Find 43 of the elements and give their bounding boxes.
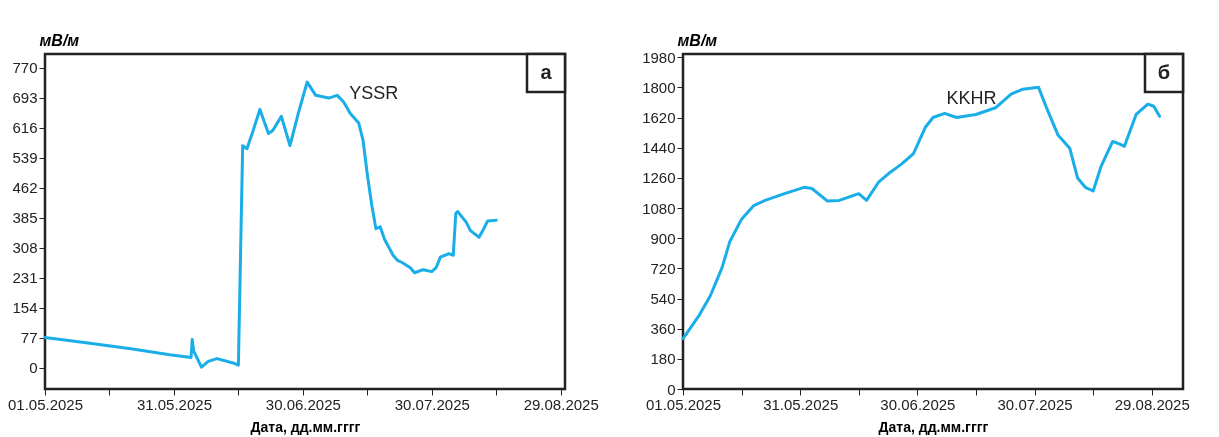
x-tick-label: 31.05.2025 bbox=[763, 395, 839, 413]
y-axis-title: мВ/м bbox=[39, 31, 80, 49]
y-tick-label: 462 bbox=[12, 179, 38, 197]
y-tick-label: 900 bbox=[650, 229, 676, 247]
line-series bbox=[681, 85, 1162, 341]
y-tick-label: 720 bbox=[650, 259, 676, 277]
y-tick-label: 77 bbox=[20, 329, 38, 347]
y-tick-label: 154 bbox=[12, 299, 38, 317]
y-tick-label: 1080 bbox=[642, 199, 676, 217]
x-tick-label: 31.05.2025 bbox=[136, 395, 212, 413]
y-tick-label: 385 bbox=[12, 209, 38, 227]
x-tick-label: 30.06.2025 bbox=[880, 395, 956, 413]
annotation: б bbox=[1157, 61, 1171, 83]
y-tick-label: 231 bbox=[12, 269, 38, 287]
y-tick-label: 539 bbox=[12, 149, 38, 167]
y-tick-label: 693 bbox=[12, 89, 38, 107]
annotation: а bbox=[540, 61, 553, 83]
y-axis-title: мВ/м bbox=[677, 31, 718, 49]
x-tick-label: 29.08.2025 bbox=[1114, 395, 1190, 413]
y-tick-label: 1260 bbox=[642, 169, 676, 187]
x-axis-title: Дата, дд.мм.гггг bbox=[878, 418, 989, 435]
x-tick-label: 29.08.2025 bbox=[523, 395, 599, 413]
y-tick-label: 360 bbox=[650, 320, 676, 338]
y-tick-label: 180 bbox=[650, 350, 676, 368]
y-tick-label: 1440 bbox=[642, 139, 676, 157]
y-tick-label: 540 bbox=[650, 290, 676, 308]
y-tick-label: 770 bbox=[12, 59, 38, 77]
y-tick-label: 0 bbox=[29, 359, 38, 377]
y-tick-label: 308 bbox=[12, 239, 38, 257]
x-tick-label: 01.05.2025 bbox=[645, 395, 722, 413]
y-tick-label: 1800 bbox=[642, 79, 676, 96]
line-series bbox=[43, 80, 498, 369]
y-tick-label: 1980 bbox=[642, 48, 676, 66]
x-axis-title: Дата, дд.мм.гггг bbox=[250, 418, 361, 435]
x-tick-label: 01.05.2025 bbox=[7, 395, 84, 413]
x-tick-label: 30.07.2025 bbox=[997, 395, 1073, 413]
series-label: KKHR bbox=[946, 88, 997, 109]
series-label: YSSR bbox=[349, 83, 399, 104]
y-tick-label: 616 bbox=[12, 119, 38, 137]
y-tick-label: 1620 bbox=[642, 109, 676, 127]
x-tick-label: 30.06.2025 bbox=[265, 395, 341, 413]
y-tick-label: 0 bbox=[667, 380, 676, 398]
x-tick-label: 30.07.2025 bbox=[394, 395, 470, 413]
